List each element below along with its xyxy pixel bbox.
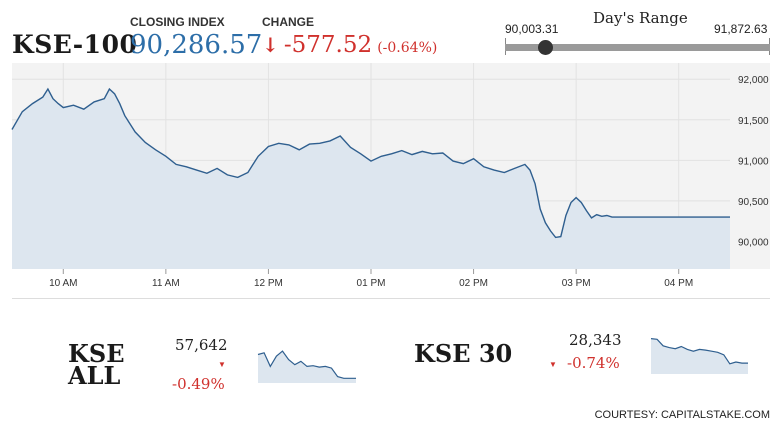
intraday-chart: 92,000 91,500 91,000 90,500 90,000 10 AM 11 AM… <box>11 63 770 289</box>
kse-all-sparkline <box>257 350 356 383</box>
x-tick-label: 01 PM <box>357 278 386 289</box>
kse-all-change-pct: -0.49% <box>172 375 225 393</box>
days-range-high: 91,872.63 <box>714 22 768 36</box>
closing-index-value: 90,286.57 <box>130 30 263 60</box>
sparkline-line <box>257 350 356 379</box>
kse-all-name-line1: KSE <box>68 339 125 368</box>
x-tick-label: 03 PM <box>562 278 591 289</box>
kse-30-value: 28,343 <box>569 331 622 349</box>
index-name: KSE-100 <box>12 30 138 59</box>
y-tick-label: 92,000 <box>738 75 769 86</box>
section-divider <box>12 298 770 299</box>
y-tick-label: 91,000 <box>738 156 769 167</box>
days-range-low: 90,003.31 <box>505 22 559 36</box>
index-line <box>11 87 730 239</box>
y-tick-label: 90,000 <box>738 237 769 248</box>
x-tick-label: 04 PM <box>664 278 693 289</box>
y-tick-label: 91,500 <box>738 116 769 127</box>
change-row: ↓ -577.52 (-0.64%) <box>262 32 437 58</box>
x-tick-label: 10 AM <box>49 278 77 289</box>
closing-index-label: CLOSING INDEX <box>130 15 225 29</box>
courtesy-credit: COURTESY: CAPITALSTAKE.COM <box>594 409 770 421</box>
x-tick-label: 02 PM <box>459 278 488 289</box>
kse-30-sparkline <box>650 338 748 374</box>
days-range-title: Day's Range <box>593 9 688 27</box>
change-percent: (-0.64%) <box>377 40 438 56</box>
kse-30-name: KSE 30 <box>414 339 513 368</box>
kse-30-change-pct: -0.74% <box>567 354 620 372</box>
kse-all-down-icon: ▼ <box>218 360 226 369</box>
days-range-track <box>505 44 770 51</box>
kse-all-name: KSE ALL <box>68 339 125 390</box>
days-range-marker <box>537 40 553 55</box>
index-area-fill <box>12 89 730 269</box>
sparkline-fill <box>258 351 356 383</box>
sparkline-line <box>650 338 748 365</box>
kse-all-value: 57,642 <box>175 336 228 354</box>
kse-all-name-line2: ALL <box>68 361 121 390</box>
x-tick-label: 11 AM <box>152 278 180 289</box>
change-value: -577.52 <box>283 32 373 58</box>
sparkline-fill <box>651 338 748 374</box>
change-label: CHANGE <box>262 15 315 29</box>
down-arrow-icon: ↓ <box>262 33 279 57</box>
x-tick-label: 12 PM <box>254 278 283 289</box>
kse-30-down-icon: ▼ <box>549 360 557 369</box>
y-tick-label: 90,500 <box>738 197 769 208</box>
